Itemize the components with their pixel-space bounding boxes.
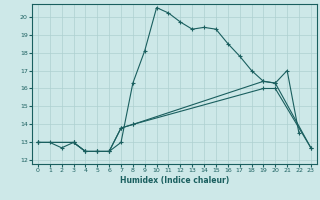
X-axis label: Humidex (Indice chaleur): Humidex (Indice chaleur)	[120, 176, 229, 185]
